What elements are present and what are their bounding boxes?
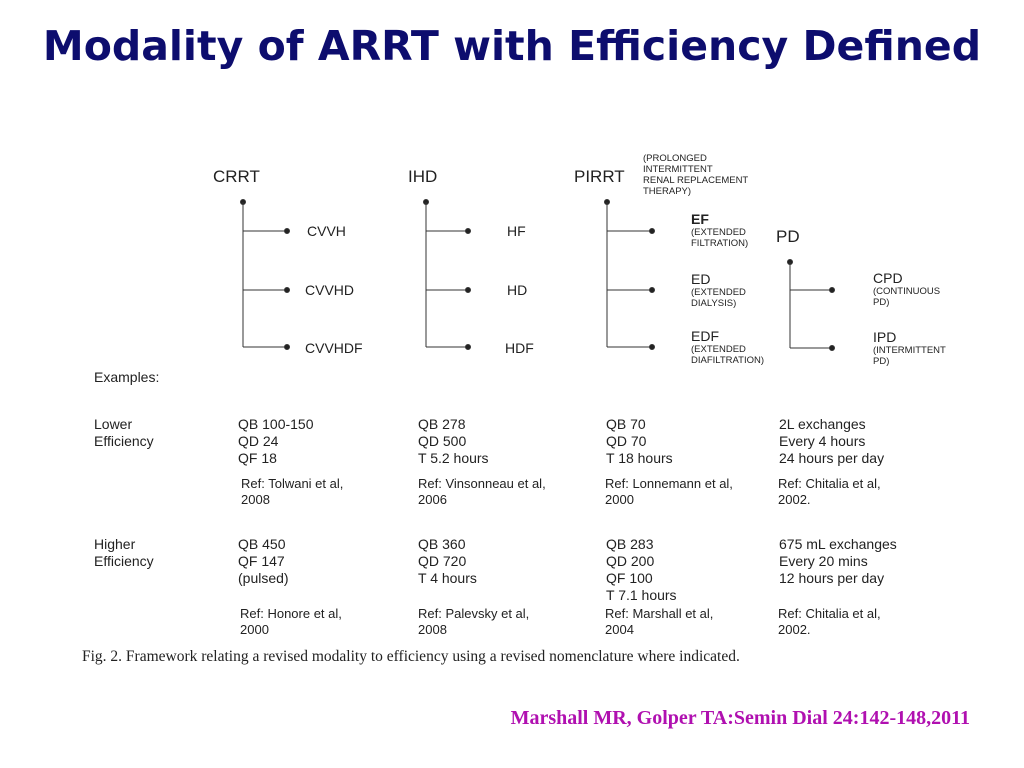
- ihd-child-hd: HD: [507, 282, 528, 298]
- higher-crrt-ref: Ref: Honore et al, 2000: [240, 606, 342, 637]
- lower-crrt-ref: Ref: Tolwani et al, 2008: [241, 476, 344, 507]
- pirrt-heading: PIRRT: [574, 167, 625, 186]
- pirrt-note: (PROLONGED INTERMITTENT RENAL REPLACEMEN…: [643, 153, 749, 197]
- lower-pd-ref: Ref: Chitalia et al, 2002.: [778, 476, 881, 507]
- lower-pirrt-ref: Ref: Lonnemann et al, 2000: [605, 476, 733, 507]
- higher-pirrt-ref: Ref: Marshall et al, 2004: [605, 606, 714, 637]
- ihd-branch: [423, 199, 471, 350]
- lower-crrt-values: QB 100-150 QD 24 QF 18: [238, 416, 314, 466]
- citation: Marshall MR, Golper TA:Semin Dial 24:142…: [510, 707, 970, 729]
- crrt-branch: [240, 199, 290, 350]
- pd-child-ipd: IPD (INTERMITTENT PD): [873, 329, 946, 367]
- pirrt-child-ed: ED (EXTENDED DIALYSIS): [691, 271, 746, 309]
- pirrt-child-ef: EF (EXTENDED FILTRATION): [691, 211, 749, 249]
- higher-pd-values: 675 mL exchanges Every 20 mins 12 hours …: [779, 536, 897, 586]
- higher-ihd-values: QB 360 QD 720 T 4 hours: [418, 536, 477, 586]
- crrt-heading: CRRT: [213, 167, 260, 186]
- higher-efficiency-label: Higher Efficiency: [94, 536, 154, 569]
- pd-branch: [787, 259, 835, 351]
- higher-crrt-values: QB 450 QF 147 (pulsed): [238, 536, 289, 586]
- higher-pirrt-values: QB 283 QD 200 QF 100 T 7.1 hours: [606, 536, 677, 603]
- ihd-child-hdf: HDF: [505, 340, 534, 356]
- lower-ihd-values: QB 278 QD 500 T 5.2 hours: [418, 416, 489, 466]
- pirrt-branch: [604, 199, 655, 350]
- slide-title: Modality of ARRT with Efficiency Defined: [42, 22, 982, 70]
- higher-ihd-ref: Ref: Palevsky et al, 2008: [418, 606, 530, 637]
- ihd-heading: IHD: [408, 167, 438, 186]
- pd-heading: PD: [776, 227, 800, 246]
- crrt-child-cvvhdf: CVVHDF: [305, 340, 363, 356]
- lower-efficiency-label: Lower Efficiency: [94, 416, 154, 449]
- lower-ihd-ref: Ref: Vinsonneau et al, 2006: [418, 476, 546, 507]
- ihd-child-hf: HF: [507, 223, 526, 239]
- crrt-child-cvvh: CVVH: [307, 223, 346, 239]
- pd-child-cpd: CPD (CONTINUOUS PD): [873, 270, 941, 308]
- examples-label: Examples:: [94, 369, 160, 385]
- lower-pirrt-values: QB 70 QD 70 T 18 hours: [606, 416, 673, 466]
- lower-pd-values: 2L exchanges Every 4 hours 24 hours per …: [779, 416, 885, 466]
- pirrt-child-edf: EDF (EXTENDED DIAFILTRATION): [691, 328, 765, 366]
- higher-pd-ref: Ref: Chitalia et al, 2002.: [778, 606, 881, 637]
- crrt-child-cvvhd: CVVHD: [305, 282, 355, 298]
- figure-caption: Fig. 2. Framework relating a revised mod…: [82, 648, 740, 665]
